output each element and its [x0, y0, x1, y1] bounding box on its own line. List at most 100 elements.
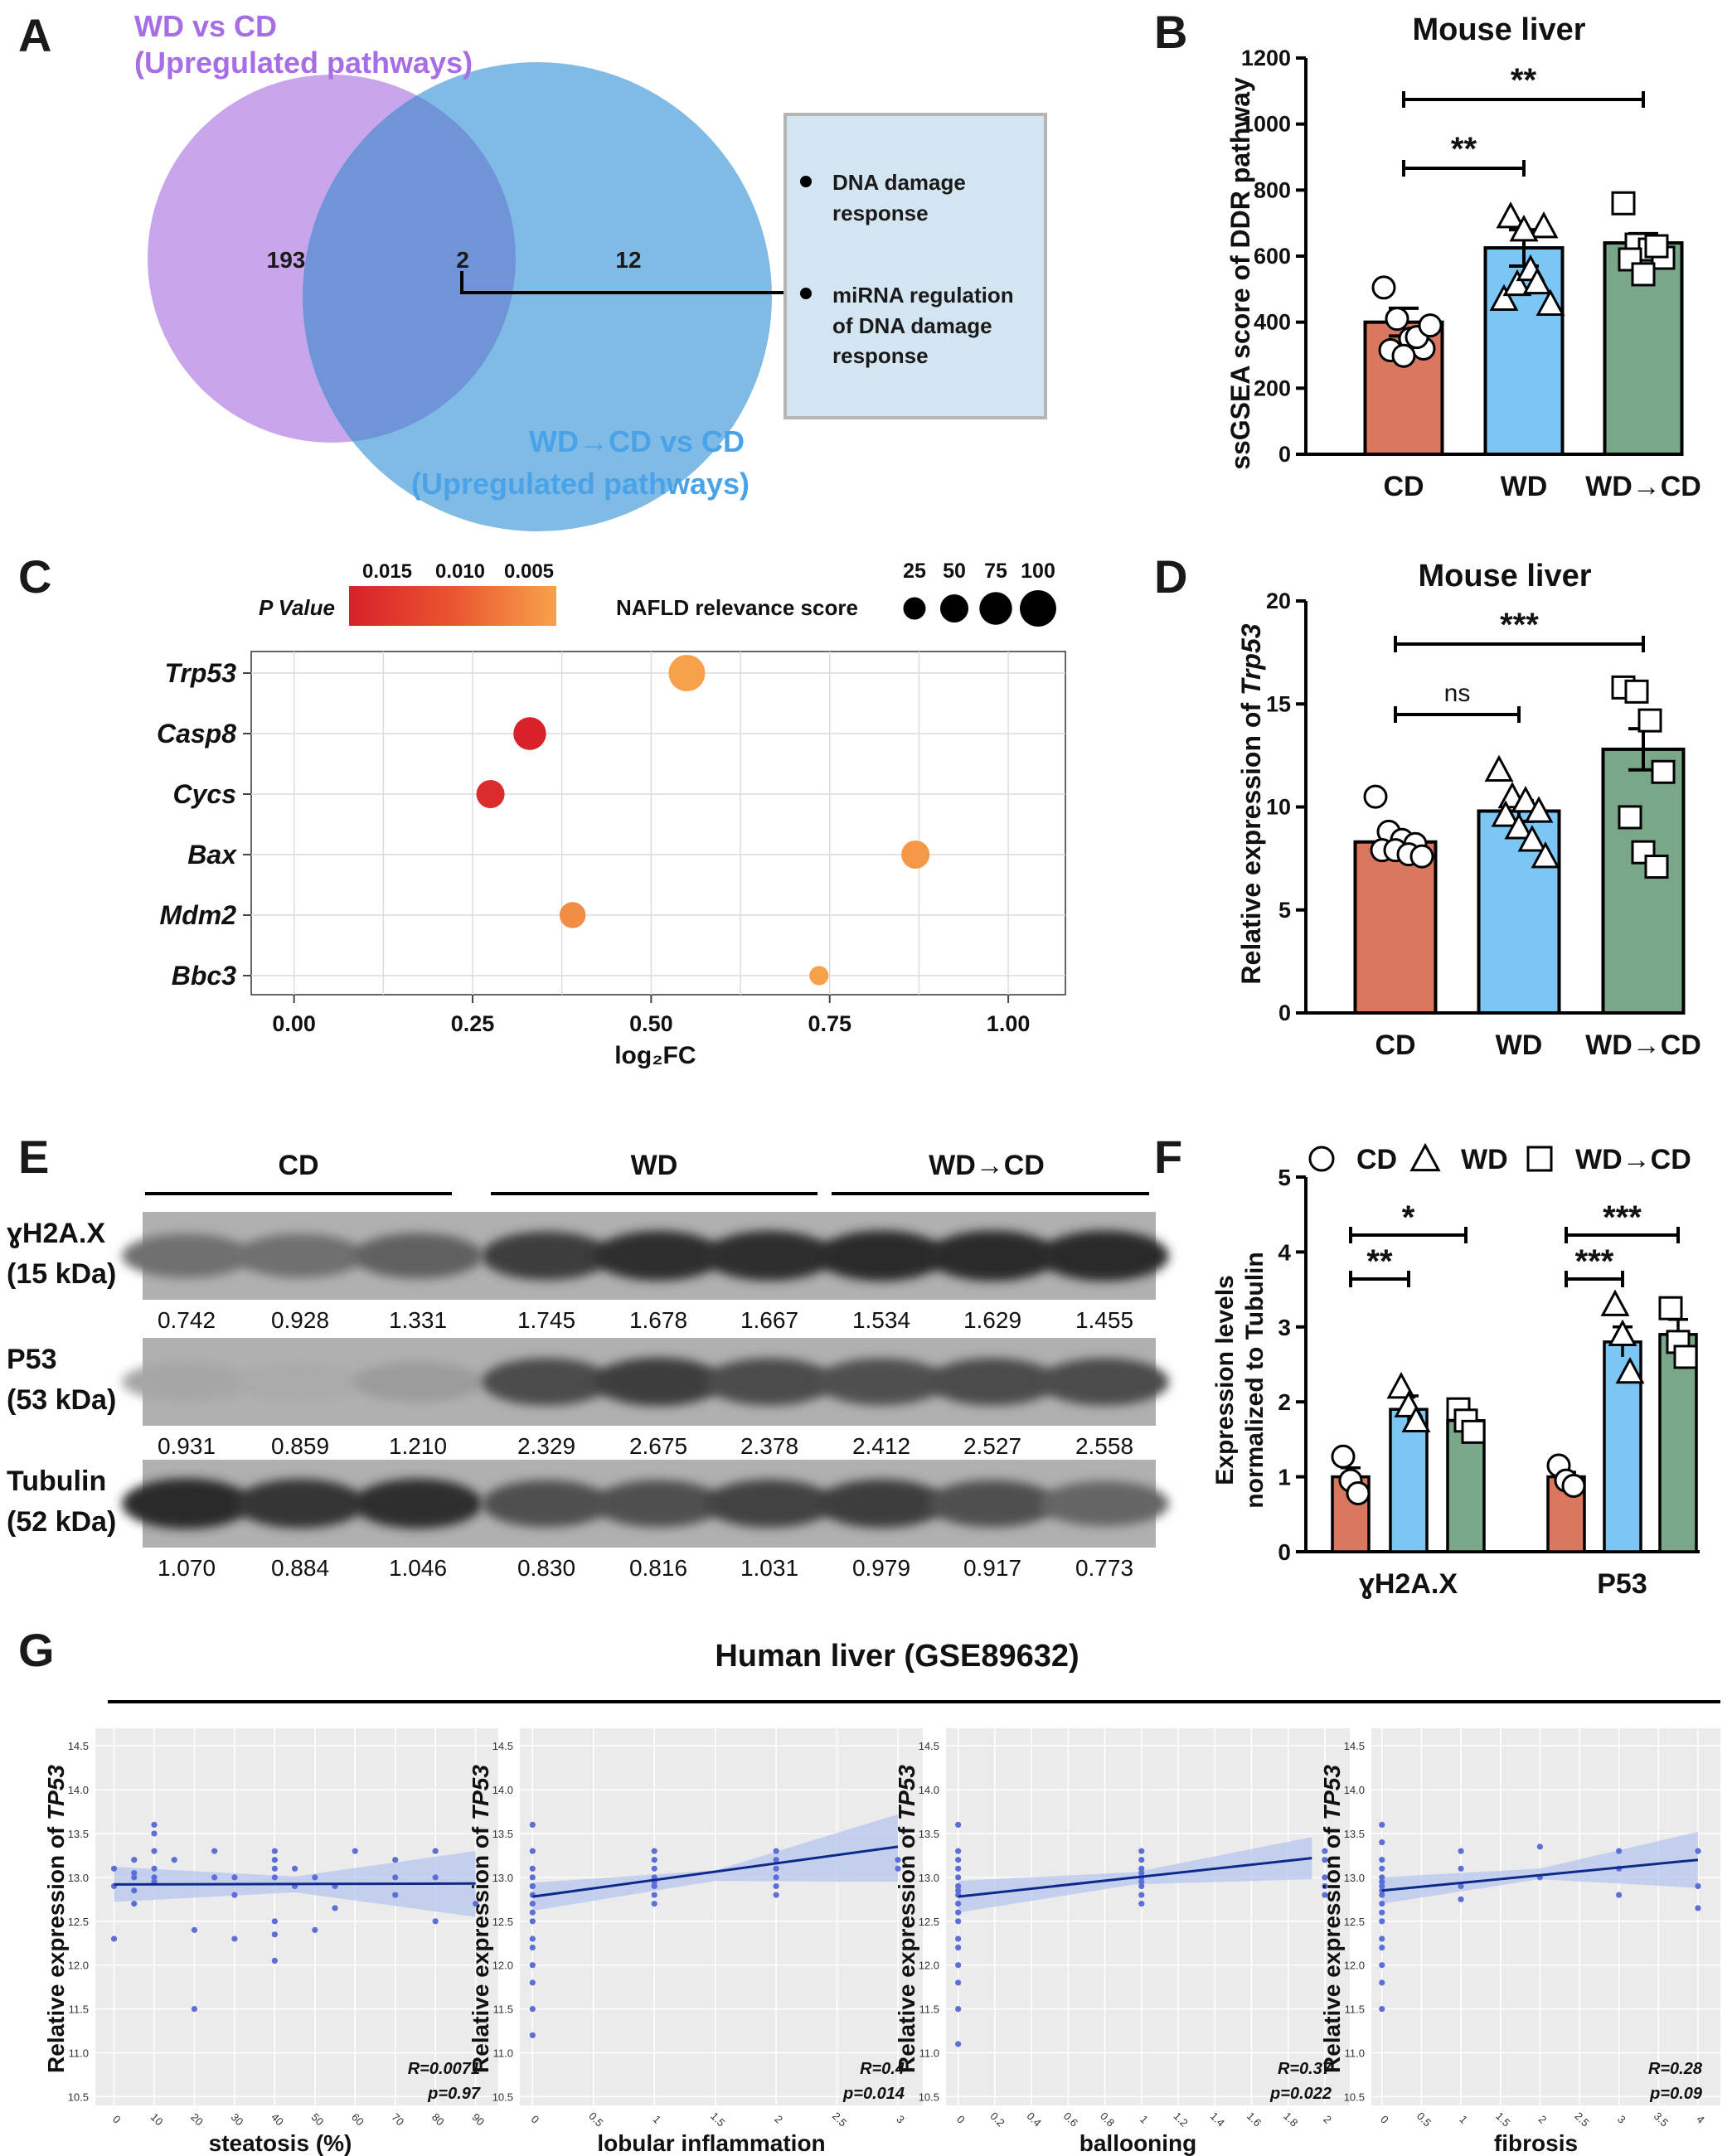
data-point	[1522, 267, 1552, 295]
bubble-trp53	[668, 655, 706, 691]
data-point	[1531, 841, 1560, 869]
y-tick-label: 600	[1254, 244, 1291, 269]
blot-row-label: ɣH2A.X	[7, 1218, 105, 1249]
y-tick-label: 11.0	[1345, 2047, 1365, 2060]
legend-size-dot	[903, 597, 926, 620]
data-point	[529, 1821, 536, 1828]
sig-label: ***	[1575, 1243, 1614, 1280]
y-axis-label-gene: TP53	[43, 1765, 69, 1820]
gene-label: Mdm2	[160, 900, 237, 930]
data-point	[1379, 1909, 1385, 1916]
y-tick-label: 400	[1254, 310, 1291, 335]
y-tick-label: 5	[1278, 898, 1291, 923]
data-point	[291, 1865, 298, 1872]
data-point	[1491, 800, 1521, 827]
data-point	[1391, 343, 1416, 368]
data-point	[1611, 191, 1636, 216]
y-tick-label: 12.5	[919, 1916, 939, 1928]
plot-background	[520, 1728, 923, 2105]
p-value: p=0.97	[427, 2085, 481, 2103]
x-tick-label: 1.8	[1281, 2110, 1300, 2129]
band-intensity: 0.742	[158, 1307, 216, 1333]
data-point	[1331, 1444, 1356, 1469]
data-point	[1379, 1878, 1385, 1885]
data-point	[1379, 1901, 1385, 1907]
data-point	[955, 2041, 962, 2047]
y-tick-label: 14.5	[1344, 1740, 1365, 1752]
data-point	[955, 1882, 962, 1890]
plot-background	[95, 1728, 498, 2105]
data-point	[1138, 1901, 1145, 1907]
y-axis-label: Relative expression of TP53	[894, 1765, 919, 2073]
r-value: R=0.37	[1278, 2060, 1332, 2078]
data-point	[231, 1892, 238, 1898]
data-point	[1379, 1857, 1385, 1863]
blot-band	[705, 1230, 834, 1281]
chart-g-title: Human liver (GSE89632)	[715, 1639, 1079, 1674]
blot-band	[235, 1362, 365, 1402]
y-tick-label: 20	[1266, 589, 1291, 613]
y-tick-label: 13.5	[919, 1828, 939, 1840]
legend-p-tick-2: 0.010	[435, 560, 485, 583]
data-point	[151, 1821, 158, 1828]
data-point	[651, 1901, 657, 1907]
pathway-bullet-1	[800, 176, 812, 187]
venn-overlap-count: 2	[456, 247, 469, 273]
blot-band	[705, 1358, 834, 1406]
blot-band	[594, 1230, 723, 1281]
legend-label: CD	[1356, 1144, 1397, 1175]
bubble-cycs	[476, 779, 505, 809]
y-tick-label: 13.5	[68, 1828, 89, 1840]
legend-marker-0	[1308, 1146, 1335, 1172]
r-value: R=0.0071	[408, 2060, 480, 2078]
y-axis-label-gene: TP53	[894, 1765, 919, 1820]
bubble-mdm2	[559, 902, 586, 928]
x-tick-label: 0.2	[987, 2110, 1007, 2129]
data-point	[1517, 825, 1547, 852]
correlation-plot-2: 10.511.011.512.012.513.013.514.014.50 0.5…	[468, 1728, 923, 2156]
data-point	[955, 1944, 962, 1951]
x-tick-label: WD	[1501, 471, 1548, 502]
data-point	[955, 1901, 962, 1907]
y-axis-label: Relative expression of TP53	[468, 1765, 493, 2073]
data-point	[955, 1962, 962, 1969]
data-point	[1624, 679, 1649, 704]
blot-band	[353, 1478, 483, 1529]
y-tick-label: 10	[1266, 795, 1291, 820]
data-point	[110, 1865, 118, 1872]
data-point	[151, 1874, 158, 1881]
data-point	[131, 1869, 138, 1877]
legend-size-label: 75	[984, 560, 1007, 583]
y-axis-label-prefix: Relative expression of	[468, 1820, 493, 2073]
blot-row-kda: (52 kDa)	[7, 1506, 116, 1538]
band-intensity: 0.928	[271, 1307, 329, 1333]
x-tick-label: 60	[349, 2110, 366, 2128]
y-tick-label: 12.0	[68, 1960, 89, 1972]
y-tick-label: 11.5	[493, 2003, 513, 2016]
legend-p-tick-3: 0.005	[504, 560, 554, 583]
data-point	[432, 1918, 439, 1925]
x-axis-label: log₂FC	[614, 1042, 696, 1069]
x-tick-label: 10	[148, 2110, 166, 2128]
data-point	[529, 1848, 536, 1854]
legend-size-title: NAFLD relevance score	[616, 595, 858, 620]
band-intensity: 1.534	[852, 1307, 910, 1333]
chart-b-title: Mouse liver	[1412, 12, 1585, 47]
x-tick-label: 0.5	[1414, 2110, 1434, 2129]
data-point	[312, 1874, 318, 1881]
legend-marker-1	[1409, 1142, 1441, 1172]
data-point	[529, 1936, 536, 1942]
western-blot: CD WD WD→CD 0.742 0.928 1.331 1.745 1.678 1.667…	[7, 1150, 1169, 1581]
data-point	[191, 1926, 198, 1933]
y-axis-label-gene: TP53	[468, 1765, 493, 1820]
regression-line	[958, 1857, 1312, 1898]
blot-band	[122, 1362, 251, 1402]
data-point	[271, 1848, 278, 1854]
y-tick-label: 11.0	[493, 2047, 513, 2060]
data-point	[1631, 262, 1656, 287]
x-tick-label: 0.8	[1098, 2110, 1117, 2129]
x-tick-label: 0.00	[272, 1011, 316, 1036]
bubble-casp8	[513, 717, 546, 750]
data-point	[1458, 1865, 1464, 1872]
data-point	[529, 1874, 536, 1881]
